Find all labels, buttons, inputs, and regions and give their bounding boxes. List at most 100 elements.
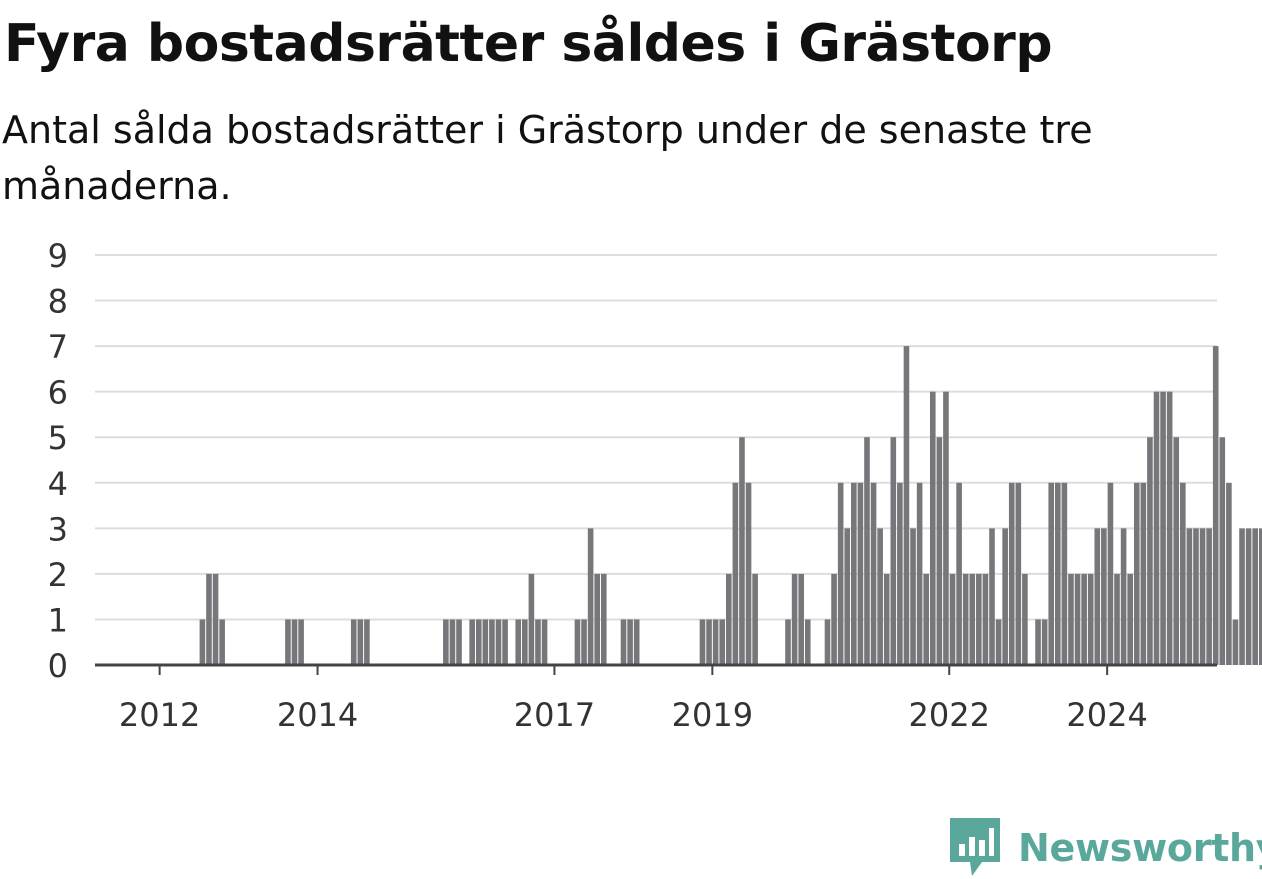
y-tick-label: 6 bbox=[48, 374, 68, 412]
bar bbox=[1232, 619, 1239, 665]
bar bbox=[1002, 528, 1008, 665]
y-tick-label: 7 bbox=[48, 328, 68, 366]
bar bbox=[989, 528, 995, 665]
bar bbox=[1035, 619, 1041, 665]
bar bbox=[1199, 528, 1206, 665]
bar bbox=[1120, 528, 1127, 665]
bar bbox=[475, 619, 482, 665]
y-tick-label: 5 bbox=[48, 419, 68, 457]
bar bbox=[1180, 482, 1186, 665]
bar bbox=[1061, 482, 1068, 665]
bar bbox=[1068, 573, 1074, 665]
bar bbox=[824, 619, 831, 665]
newsworthy-logo-icon bbox=[950, 818, 1000, 876]
bar bbox=[798, 573, 804, 665]
bar bbox=[916, 482, 923, 665]
x-tick-label: 2012 bbox=[119, 696, 200, 734]
bar bbox=[1166, 391, 1173, 665]
x-tick-label: 2014 bbox=[277, 696, 358, 734]
bar bbox=[1094, 528, 1101, 665]
bar bbox=[910, 528, 916, 665]
bar bbox=[956, 482, 962, 665]
bar bbox=[600, 573, 607, 665]
bar bbox=[739, 437, 745, 665]
bar bbox=[594, 573, 600, 665]
bar bbox=[745, 482, 752, 665]
bar bbox=[469, 619, 475, 665]
bar bbox=[1022, 573, 1028, 665]
bar bbox=[804, 619, 811, 665]
bar bbox=[864, 437, 870, 665]
y-tick-label: 4 bbox=[48, 465, 68, 503]
bar bbox=[1173, 437, 1180, 665]
newsworthy-logo: Newsworthy bbox=[950, 818, 1262, 878]
y-tick-label: 1 bbox=[48, 601, 68, 639]
chart-title: Fyra bostadsrätter såldes i Grästorp bbox=[4, 14, 1053, 74]
bar bbox=[785, 619, 791, 665]
bar bbox=[1239, 528, 1245, 665]
bar bbox=[1186, 528, 1193, 665]
bar bbox=[883, 573, 890, 665]
bar bbox=[752, 573, 758, 665]
bar bbox=[851, 482, 857, 665]
bar bbox=[489, 619, 495, 665]
bar bbox=[212, 573, 219, 665]
bar bbox=[206, 573, 212, 665]
bar bbox=[844, 528, 851, 665]
bar bbox=[726, 573, 732, 665]
bar bbox=[791, 573, 798, 665]
bar bbox=[1147, 437, 1153, 665]
bar bbox=[1193, 528, 1199, 665]
bar bbox=[1041, 619, 1048, 665]
y-tick-label: 2 bbox=[48, 556, 68, 594]
bar bbox=[699, 619, 706, 665]
bar bbox=[581, 619, 587, 665]
bar bbox=[732, 482, 739, 665]
bar bbox=[1212, 346, 1219, 665]
bar bbox=[962, 573, 969, 665]
bar bbox=[969, 573, 976, 665]
bar bbox=[620, 619, 627, 665]
x-tick-label: 2017 bbox=[514, 696, 595, 734]
bar bbox=[1153, 391, 1160, 665]
bar bbox=[1245, 528, 1252, 665]
bar bbox=[923, 573, 929, 665]
bar bbox=[877, 528, 883, 665]
x-tick-label: 2024 bbox=[1066, 696, 1147, 734]
chart-subtitle: Antal sålda bostadsrätter i Grästorp und… bbox=[2, 108, 1093, 208]
bar bbox=[541, 619, 548, 665]
bar bbox=[890, 437, 897, 665]
bar bbox=[1252, 528, 1258, 665]
bar bbox=[1101, 528, 1107, 665]
bar bbox=[528, 573, 535, 665]
bar bbox=[870, 482, 877, 665]
bar bbox=[1055, 482, 1061, 665]
bar bbox=[522, 619, 528, 665]
bar bbox=[1160, 391, 1166, 665]
bar bbox=[719, 619, 726, 665]
bar bbox=[943, 391, 949, 665]
bar bbox=[1048, 482, 1055, 665]
bar bbox=[199, 619, 206, 665]
bar bbox=[285, 619, 291, 665]
bar bbox=[976, 573, 982, 665]
bar bbox=[633, 619, 640, 665]
bar bbox=[482, 619, 489, 665]
bar bbox=[949, 573, 956, 665]
bar bbox=[1226, 482, 1232, 665]
bar bbox=[1206, 528, 1212, 665]
bar bbox=[1008, 482, 1015, 665]
bar bbox=[350, 619, 357, 665]
bar bbox=[357, 619, 364, 665]
bar bbox=[443, 619, 449, 665]
y-tick-label: 8 bbox=[48, 283, 68, 321]
bar bbox=[298, 619, 304, 665]
bar bbox=[291, 619, 298, 665]
bar bbox=[502, 619, 508, 665]
bar bbox=[1127, 573, 1133, 665]
bar bbox=[587, 528, 594, 665]
y-tick-label: 3 bbox=[48, 510, 68, 548]
bar bbox=[627, 619, 633, 665]
bar bbox=[995, 619, 1002, 665]
